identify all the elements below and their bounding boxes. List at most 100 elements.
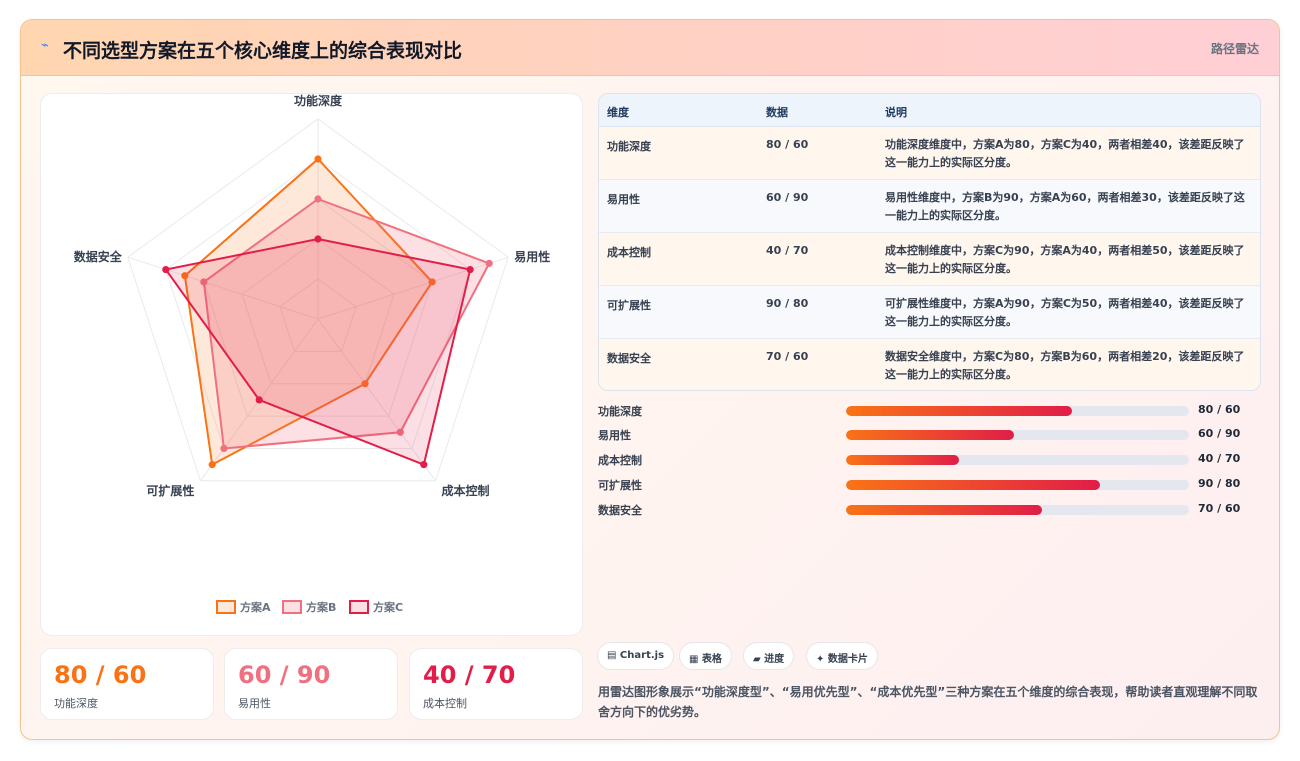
stat-card-1: 80 / 60 功能深度 xyxy=(40,648,214,720)
table-row: 功能深度 80 / 60 功能深度维度中，方案A为80，方案C为40，两者相差4… xyxy=(599,127,1260,180)
cell-dimension: 易用性 xyxy=(607,193,640,206)
data-point xyxy=(314,235,322,243)
data-point xyxy=(314,195,322,203)
series-area xyxy=(183,157,434,467)
axis-label: 可扩展性 xyxy=(146,483,194,498)
grid-ring xyxy=(241,238,395,385)
progress-track xyxy=(846,430,1189,440)
progress-fill xyxy=(846,505,1042,515)
progress-value: 90 / 80 xyxy=(1198,477,1241,490)
data-point xyxy=(220,444,228,453)
cell-dimension: 成本控制 xyxy=(607,246,651,259)
cell-note: 功能深度维度中，方案A为80，方案C为40，两者相差40，该差距反映了这一能力上… xyxy=(885,138,1245,169)
chart-type-tag: 路径雷达 xyxy=(1210,42,1259,56)
chip-table[interactable]: ▦ 表格 xyxy=(679,642,732,670)
card-header: ⌁ 不同选型方案在五个核心维度上的综合表现对比 路径雷达 xyxy=(21,20,1279,76)
cell-note: 可扩展性维度中，方案A为90，方案C为50，两者相差40，该差距反映了这一能力上… xyxy=(885,297,1245,328)
progress-value: 40 / 70 xyxy=(1198,452,1241,465)
progress-track xyxy=(846,505,1189,515)
data-point xyxy=(162,265,170,274)
axis-label: 成本控制 xyxy=(442,483,490,498)
series-area xyxy=(202,197,491,450)
chip-progress[interactable]: ▰ 进度 xyxy=(743,642,795,670)
cell-note: 数据安全维度中，方案C为80，方案B为60，两者相差20，该差距反映了这一能力上… xyxy=(885,350,1245,381)
data-point xyxy=(420,461,428,469)
progress-track xyxy=(846,480,1189,490)
page-title: 不同选型方案在五个核心维度上的综合表现对比 xyxy=(63,40,463,62)
stat-card-3: 40 / 70 成本控制 xyxy=(409,648,583,720)
progress-row: 功能深度 80 / 60 xyxy=(598,401,1261,421)
cell-data: 90 / 80 xyxy=(766,297,809,310)
progress-row: 数据安全 70 / 60 xyxy=(598,500,1261,520)
column-header: 数据 xyxy=(766,106,788,119)
stat-value: 80 / 60 xyxy=(54,661,147,689)
table-row: 可扩展性 90 / 80 可扩展性维度中，方案A为90，方案C为50，两者相差4… xyxy=(599,286,1260,339)
progress-fill xyxy=(846,430,1015,440)
table-row: 易用性 60 / 90 易用性维度中，方案B为90，方案A为60，两者相差30，… xyxy=(599,180,1260,233)
legend-swatch xyxy=(282,600,302,614)
progress-value: 60 / 90 xyxy=(1198,427,1241,440)
table-row: 数据安全 70 / 60 数据安全维度中，方案C为80，方案B为60，两者相差2… xyxy=(599,339,1260,390)
cell-note: 易用性维度中，方案B为90，方案A为60，两者相差30，该差距反映了这一能力上的… xyxy=(885,191,1245,222)
stat-label: 易用性 xyxy=(238,697,271,710)
data-point xyxy=(485,259,493,267)
series-area xyxy=(164,237,472,466)
legend-label: 方案B xyxy=(306,600,336,614)
progress-row: 成本控制 40 / 70 xyxy=(598,450,1261,470)
progress-label: 数据安全 xyxy=(598,504,642,517)
grid-ring xyxy=(279,278,357,352)
grid-spoke xyxy=(127,256,319,320)
data-point xyxy=(396,428,404,436)
axis-label: 易用性 xyxy=(514,249,550,264)
grid-ring xyxy=(127,118,509,482)
data-point xyxy=(428,278,436,286)
legend-label: 方案A xyxy=(240,600,271,614)
progress-track xyxy=(846,455,1189,465)
progress-label: 成本控制 xyxy=(598,454,642,467)
data-table: 维度 数据 说明 功能深度 80 / 60 功能深度维度中，方案A为80，方案C… xyxy=(598,93,1261,391)
cell-dimension: 数据安全 xyxy=(607,352,651,365)
stat-label: 成本控制 xyxy=(423,697,467,710)
progress-fill xyxy=(846,455,960,465)
progress-label: 功能深度 xyxy=(598,405,642,418)
cell-data: 80 / 60 xyxy=(766,138,809,151)
cell-dimension: 可扩展性 xyxy=(607,299,651,312)
progress-fill xyxy=(846,406,1073,416)
cell-dimension: 功能深度 xyxy=(607,140,651,153)
column-header: 维度 xyxy=(607,106,629,119)
radar-chart-panel: 功能深度易用性成本控制 可扩展性 数据安全方案A 方案B 方案C xyxy=(40,93,583,636)
stat-value: 40 / 70 xyxy=(423,661,516,689)
data-point xyxy=(208,461,216,469)
table-header: 维度 数据 说明 xyxy=(599,94,1260,127)
cell-data: 70 / 60 xyxy=(766,350,809,363)
spark-icon: ⌁ xyxy=(41,38,49,53)
axis-label: 功能深度 xyxy=(294,94,343,108)
progress-value: 80 / 60 xyxy=(1198,403,1241,416)
main-card: ⌁ 不同选型方案在五个核心维度上的综合表现对比 路径雷达 功能深度 易用性 成本控制… xyxy=(20,19,1280,740)
stat-card-2: 60 / 90 易用性 xyxy=(224,648,398,720)
chart-description: 用雷达图形象展示“功能深度型”、“易用优先型”、“成本优先型”三种方案在五个维度… xyxy=(598,685,1258,719)
data-point xyxy=(314,155,322,163)
cell-data: 60 / 90 xyxy=(766,191,809,204)
cell-data: 40 / 70 xyxy=(766,244,809,257)
stat-value: 60 / 90 xyxy=(238,661,331,689)
legend-swatch xyxy=(216,600,236,614)
cell-note: 成本控制维度中，方案C为90，方案A为40，两者相差50，该差距反映了这一能力上… xyxy=(885,244,1245,275)
chip-data-card[interactable]: ✦ 数据卡片 xyxy=(806,642,878,670)
data-point xyxy=(255,396,263,404)
column-header: 说明 xyxy=(885,106,907,119)
grid-spoke xyxy=(317,256,509,320)
legend-label: 方案C xyxy=(373,600,403,614)
progress-label: 易用性 xyxy=(598,429,631,442)
progress-value: 70 / 60 xyxy=(1198,502,1241,515)
progress-track xyxy=(846,406,1189,416)
legend-swatch xyxy=(349,600,369,614)
grid-spoke xyxy=(317,318,436,482)
progress-row: 可扩展性 90 / 80 xyxy=(598,475,1261,495)
axis-label: 数据安全 xyxy=(74,249,123,264)
progress-row: 易用性 60 / 90 xyxy=(598,425,1261,445)
progress-label: 可扩展性 xyxy=(598,479,642,492)
data-point xyxy=(181,272,189,280)
chip-chartjs[interactable]: ▤ Chart.js xyxy=(597,642,675,670)
